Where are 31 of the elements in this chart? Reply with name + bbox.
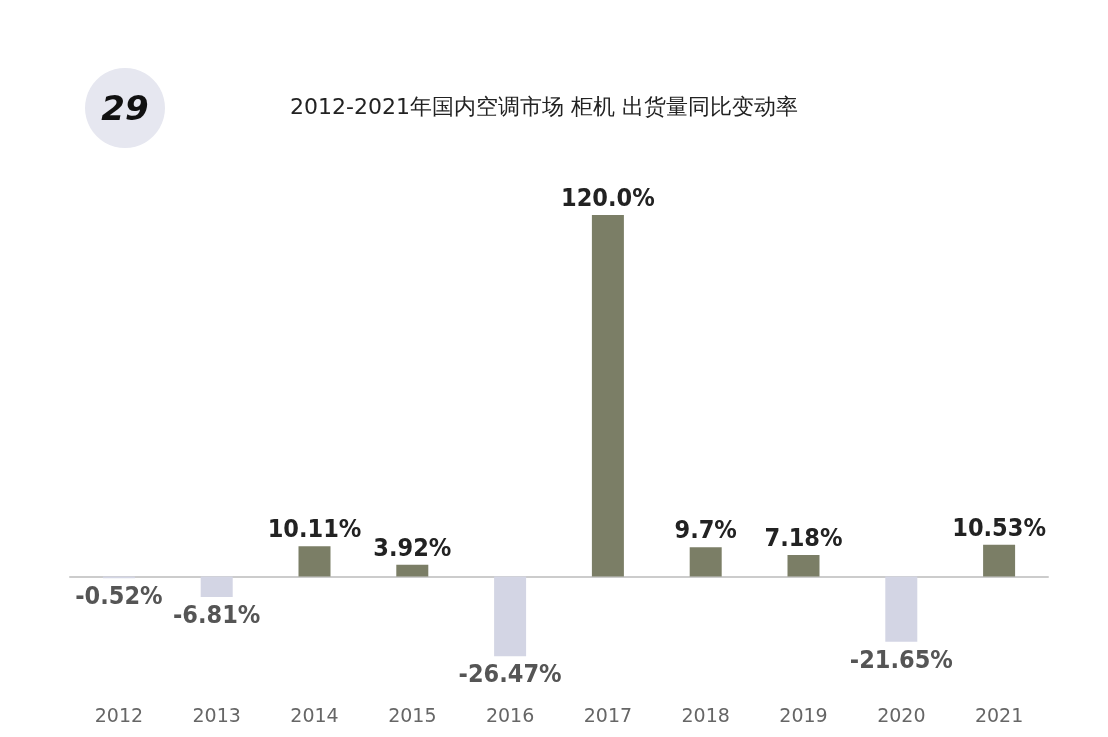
x-tick-label: 2021 <box>974 703 1024 726</box>
text: 29 <box>101 88 149 128</box>
data-label: 10.11% <box>267 514 362 544</box>
bar <box>787 554 820 577</box>
bar <box>200 576 233 598</box>
bar <box>298 546 331 577</box>
bar <box>689 547 722 577</box>
bar <box>983 544 1016 577</box>
x-tick-label: 2016 <box>485 703 535 726</box>
data-label: 9.7% <box>674 515 737 545</box>
x-tick-label: 2019 <box>779 703 828 726</box>
chart-title: 2012-2021年国内空调市场 柜机 出货量同比变动率 <box>290 93 798 119</box>
x-tick-label: 2012 <box>94 703 144 726</box>
x-tick-label: 2018 <box>681 703 730 726</box>
data-label: 3.92% <box>373 532 452 562</box>
data-label: -21.65% <box>849 644 953 674</box>
x-tick-label: 2013 <box>192 703 241 726</box>
bar <box>494 576 527 657</box>
data-label: -26.47% <box>458 659 562 689</box>
data-label: 10.53% <box>952 512 1046 542</box>
x-tick-label: 2014 <box>290 703 339 726</box>
bar <box>885 576 918 642</box>
x-tick-label: 2015 <box>388 703 437 726</box>
x-tick-label: 2017 <box>583 703 633 726</box>
bar <box>591 215 624 577</box>
x-tick-label: 2020 <box>877 703 926 726</box>
bar <box>396 564 429 577</box>
data-label: 120.0% <box>561 183 655 212</box>
data-label: -0.52% <box>75 581 163 611</box>
data-label: -6.81% <box>173 600 261 630</box>
data-label: 7.18% <box>764 522 843 552</box>
